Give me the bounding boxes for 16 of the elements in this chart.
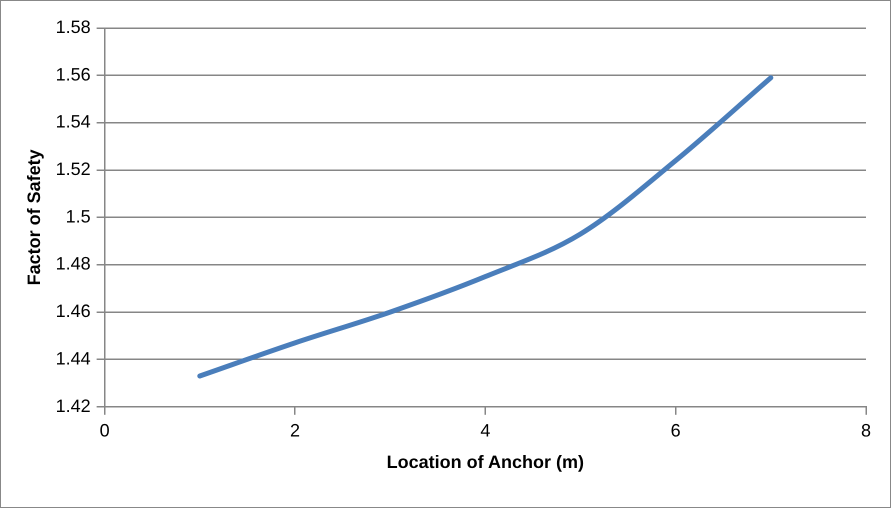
y-axis-title: Factor of Safety [24,149,44,286]
x-tick-label: 8 [860,420,872,441]
x-axis-title: Location of Anchor (m) [386,452,584,472]
y-tick-label: 1.44 [56,348,91,368]
y-tick-label: 1.54 [56,112,91,132]
y-tick-label: 1.42 [56,396,91,416]
y-tick-label: 1.56 [56,64,91,84]
y-tick-label: 1.48 [56,254,91,274]
y-tick-label: 1.46 [56,301,91,322]
x-tick-label: 6 [670,420,681,441]
y-tick-label: 1.58 [56,16,91,37]
x-tick-label: 0 [100,420,110,441]
x-tick-label: 4 [480,420,490,441]
x-tick-label: 2 [290,420,300,441]
y-tick-label: 1.52 [56,159,91,180]
y-tick-label: 1.5 [66,206,91,226]
